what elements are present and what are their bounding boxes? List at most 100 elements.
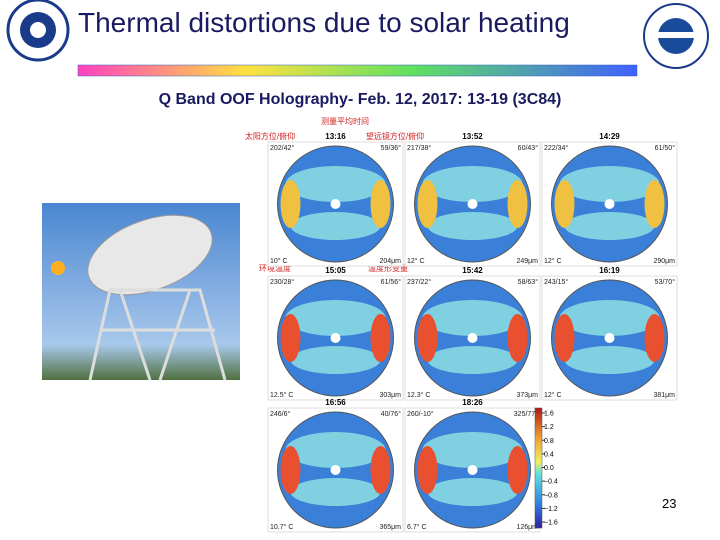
title: Thermal distortions due to solar heating	[78, 7, 570, 38]
map-hole	[330, 465, 341, 475]
panel-time: 14:29	[599, 132, 620, 141]
map-contour	[507, 446, 528, 494]
panel-telescope: 59/36°	[381, 144, 402, 152]
map-contour	[422, 166, 523, 202]
colorbar-label: −1.6	[544, 520, 558, 527]
map-hole	[604, 333, 615, 343]
panel-rms: 126μm	[516, 524, 538, 531]
subtitle: Q Band OOF Holography- Feb. 12, 2017: 13…	[159, 91, 562, 108]
map-contour	[280, 314, 301, 362]
panel-temperature: 12.3° C	[407, 391, 430, 399]
map-contour	[370, 314, 391, 362]
map-contour	[290, 478, 381, 506]
panel-temperature: 12° C	[544, 257, 562, 265]
map-contour	[422, 300, 523, 336]
panel-time: 18:26	[462, 398, 483, 407]
panel-telescope: 58/63°	[518, 278, 539, 286]
map-contour	[285, 432, 386, 468]
panel-time: 16:56	[325, 398, 346, 407]
colorbar-label: 0.0	[544, 465, 554, 472]
map-contour	[285, 300, 386, 336]
map-contour	[559, 166, 660, 202]
panel-sun: 246/6°	[270, 410, 291, 418]
panel-time: 16:19	[599, 266, 620, 275]
annotation: 测量平均时间	[321, 116, 369, 126]
panel-rms: 373μm	[516, 392, 538, 399]
map-contour	[417, 314, 438, 362]
map-contour	[507, 180, 528, 228]
panel-sun: 243/15°	[544, 278, 568, 286]
annotation: 温度形变量	[368, 263, 408, 273]
map-hole	[467, 333, 478, 343]
panel-telescope: 53/70°	[655, 278, 676, 286]
map-contour	[370, 446, 391, 494]
panel-telescope: 61/56°	[381, 278, 402, 286]
telescope-photo	[42, 203, 240, 381]
map-contour	[559, 300, 660, 336]
page-number: 23	[662, 496, 676, 511]
map-contour	[290, 212, 381, 240]
map-hole	[330, 333, 341, 343]
panel-sun: 230/28°	[270, 278, 294, 286]
panel-sun: 237/22°	[407, 278, 431, 286]
panel-time: 13:16	[325, 132, 346, 141]
panel-sun: 222/34°	[544, 144, 568, 152]
panel-temperature: 6.7° C	[407, 523, 427, 531]
map-contour	[427, 212, 518, 240]
map-hole	[604, 199, 615, 209]
panel-telescope: 61/50°	[655, 144, 676, 152]
map-contour	[280, 446, 301, 494]
panel-sun: 202/42°	[270, 144, 294, 152]
map-contour	[417, 446, 438, 494]
colorbar-label: −1.2	[544, 506, 558, 513]
colorbar-label: 0.4	[544, 451, 554, 458]
colorbar-label: 0.8	[544, 438, 554, 445]
panel-telescope: 325/77°	[514, 410, 538, 418]
annotation: 环境温度	[259, 263, 291, 273]
map-contour	[554, 314, 575, 362]
panel-temperature: 10.7° C	[270, 523, 293, 531]
panel-telescope: 40/76°	[381, 410, 402, 418]
panel-temperature: 12° C	[407, 257, 425, 265]
map-contour	[422, 432, 523, 468]
logo-left	[6, 0, 70, 62]
panel-sun: 217/38°	[407, 144, 431, 152]
panel-rms: 381μm	[653, 392, 675, 399]
panel-sun: 260/-10°	[407, 410, 434, 418]
map-contour	[564, 212, 655, 240]
rainbow-bar	[77, 64, 638, 77]
annotation: 太阳方位/俯仰	[245, 131, 295, 141]
map-hole	[330, 199, 341, 209]
colorbar-label: −0.8	[544, 492, 558, 499]
panel-temperature: 12° C	[544, 391, 562, 399]
map-contour	[285, 166, 386, 202]
logo-right	[643, 3, 709, 69]
map-contour	[417, 180, 438, 228]
map-hole	[467, 465, 478, 475]
panel-rms: 365μm	[379, 524, 401, 531]
map-contour	[644, 180, 665, 228]
colorbar-label: −0.4	[544, 479, 558, 486]
map-contour	[280, 180, 301, 228]
panel-telescope: 60/43°	[518, 144, 539, 152]
annotation: 望远镜方位/俯仰	[366, 131, 424, 141]
colorbar	[534, 407, 543, 529]
panel-rms: 204μm	[379, 258, 401, 265]
panel-time: 15:42	[462, 266, 483, 275]
map-contour	[554, 180, 575, 228]
panel-rms: 249μm	[516, 258, 538, 265]
colorbar-label: 1.6	[544, 411, 554, 418]
map-contour	[564, 346, 655, 374]
panel-time: 15:05	[325, 266, 346, 275]
panel-rms: 303μm	[379, 392, 401, 399]
map-contour	[290, 346, 381, 374]
map-hole	[467, 199, 478, 209]
panel-time: 13:52	[462, 132, 483, 141]
map-contour	[427, 346, 518, 374]
panel-temperature: 10° C	[270, 257, 288, 265]
map-contour	[644, 314, 665, 362]
panel-rms: 290μm	[653, 258, 675, 265]
panel-temperature: 12.5° C	[270, 391, 293, 399]
map-contour	[427, 478, 518, 506]
